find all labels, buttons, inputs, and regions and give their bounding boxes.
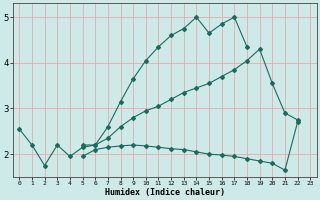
X-axis label: Humidex (Indice chaleur): Humidex (Indice chaleur) — [105, 188, 225, 197]
